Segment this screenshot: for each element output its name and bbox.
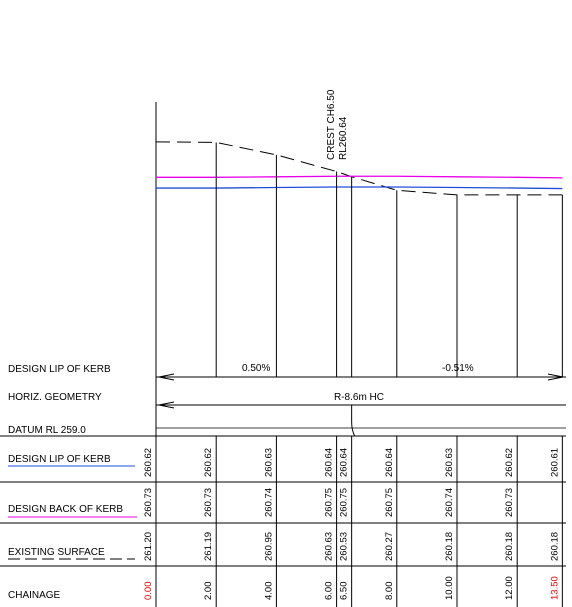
lip-value-label: 260.63 bbox=[444, 448, 455, 477]
grade-right-label: -0.51% bbox=[442, 363, 474, 374]
design-back-line bbox=[156, 175, 563, 179]
chainage-label: 6.00 bbox=[324, 582, 335, 601]
existing-value-label: 260.53 bbox=[339, 532, 350, 561]
lip-value-label: 260.62 bbox=[504, 448, 515, 477]
crest-label-line2: RL260.64 bbox=[338, 116, 349, 160]
lip-values-row-label: DESIGN LIP OF KERB bbox=[8, 454, 111, 465]
lip-value-label: 260.61 bbox=[549, 448, 560, 477]
grade-left-label: 0.50% bbox=[242, 363, 270, 374]
back-value-label: 260.75 bbox=[384, 488, 395, 517]
back-value-label: 260.73 bbox=[203, 488, 214, 517]
chainage-label: 2.00 bbox=[203, 582, 214, 601]
chainage-label: 12.00 bbox=[504, 576, 515, 600]
existing-value-label: 260.18 bbox=[444, 532, 455, 561]
back-value-label: 260.74 bbox=[263, 488, 274, 517]
back-value-label: 260.75 bbox=[339, 488, 350, 517]
design-lip-line bbox=[156, 186, 563, 190]
chainage-label: 4.00 bbox=[263, 582, 274, 601]
grade-arrow-left-head bbox=[158, 373, 175, 381]
profile-layer bbox=[155, 141, 563, 196]
lip-value-label: 260.62 bbox=[203, 448, 214, 477]
chainage-label: 0.00 bbox=[143, 582, 154, 601]
existing-value-label: 261.20 bbox=[143, 532, 154, 561]
stations-layer: 260.62 260.73 261.20 0.00 260.62 260.73 261.19… bbox=[143, 142, 563, 607]
chainage-row-label: CHAINAGE bbox=[8, 590, 61, 601]
design-lip-row-label: DESIGN LIP OF KERB bbox=[8, 364, 111, 375]
horiz-curve-end-marker bbox=[351, 405, 356, 437]
chainage-label: 13.50 bbox=[549, 576, 560, 600]
existing-value-label: 260.18 bbox=[549, 532, 560, 561]
lip-value-label: 260.64 bbox=[339, 448, 350, 477]
existing-value-label: 260.95 bbox=[263, 532, 274, 561]
lip-value-label: 260.64 bbox=[324, 448, 335, 477]
existing-value-label: 261.19 bbox=[203, 532, 214, 561]
chainage-label: 6.50 bbox=[339, 582, 350, 601]
crest-label-line1: CREST CH6.50 bbox=[326, 89, 337, 160]
back-values-row-label: DESIGN BACK OF KERB bbox=[8, 504, 123, 515]
existing-surface-row-label: EXISTING SURFACE bbox=[8, 547, 105, 558]
horiz-curve-label: R-8.6m HC bbox=[334, 392, 384, 403]
back-value-label: 260.75 bbox=[324, 488, 335, 517]
back-value-label: 260.74 bbox=[444, 488, 455, 517]
grade-arrow-right-head bbox=[547, 373, 564, 381]
existing-value-label: 260.18 bbox=[504, 532, 515, 561]
lip-value-label: 260.62 bbox=[143, 448, 154, 477]
existing-value-label: 260.63 bbox=[324, 532, 335, 561]
horiz-arrow-left-head bbox=[158, 401, 175, 409]
lip-value-label: 260.64 bbox=[384, 448, 395, 477]
horiz-geometry-row-label: HORIZ. GEOMETRY bbox=[8, 392, 102, 403]
existing-value-label: 260.27 bbox=[384, 532, 395, 561]
chainage-label: 10.00 bbox=[444, 576, 455, 600]
datum-label: DATUM RL 259.0 bbox=[8, 425, 86, 436]
lip-value-label: 260.63 bbox=[263, 448, 274, 477]
back-value-label: 260.73 bbox=[143, 488, 154, 517]
back-value-label: 260.73 bbox=[504, 488, 515, 517]
chainage-label: 8.00 bbox=[384, 582, 395, 601]
